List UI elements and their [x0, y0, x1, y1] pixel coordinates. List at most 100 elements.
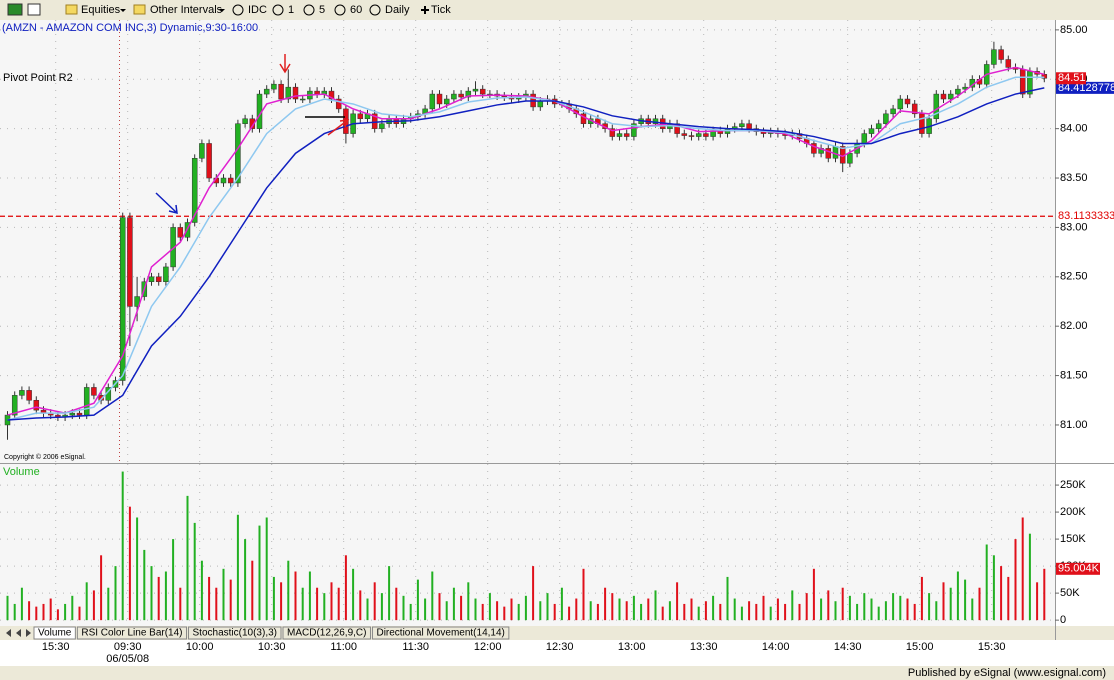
- volume-bar: [877, 606, 880, 621]
- candle-body: [76, 412, 83, 416]
- candle-body: [911, 103, 918, 115]
- candle-body: [861, 133, 868, 144]
- volume-bar: [712, 595, 715, 621]
- toolbar-item[interactable]: Daily: [385, 4, 410, 16]
- volume-bar: [28, 601, 31, 621]
- volume-bar: [92, 590, 95, 621]
- candle-body: [703, 133, 709, 137]
- volume-bar: [524, 595, 527, 621]
- candle-body: [746, 123, 752, 129]
- candle-body: [465, 90, 472, 98]
- candle-body: [631, 123, 637, 137]
- toolbar-item[interactable]: 5: [319, 4, 325, 16]
- volume-bar: [222, 568, 225, 621]
- volume-bar: [1036, 582, 1039, 621]
- time-axis: [0, 640, 1114, 666]
- candle-body: [206, 143, 212, 179]
- volume-bar: [791, 590, 794, 621]
- folder-icon[interactable]: [133, 4, 146, 15]
- volume-bar: [964, 579, 967, 621]
- volume-value-label: 95.004K: [1058, 563, 1100, 575]
- volume-bar: [949, 587, 952, 621]
- candle-body: [609, 128, 616, 137]
- dropdown-arrow[interactable]: [219, 9, 225, 12]
- candle-body: [919, 113, 925, 134]
- volume-bar: [136, 517, 139, 621]
- tab-frame[interactable]: [188, 626, 282, 640]
- candle-body: [328, 90, 335, 100]
- x-tick-label: 10:00: [186, 641, 214, 653]
- volume-bar: [258, 525, 261, 621]
- tab-frame[interactable]: [33, 626, 76, 640]
- volume-bar: [978, 587, 981, 621]
- volume-bar: [438, 593, 441, 621]
- volume-bar: [1000, 566, 1003, 621]
- volume-bar: [71, 595, 74, 621]
- volume-bar: [870, 598, 873, 621]
- toolbar-icon[interactable]: [27, 3, 41, 16]
- volume-bar: [575, 598, 578, 621]
- volume-bar: [193, 522, 196, 621]
- candle-body: [825, 148, 832, 159]
- candle-body: [177, 227, 184, 238]
- volume-bar: [208, 576, 211, 621]
- candle-body: [26, 390, 32, 401]
- volume-bar: [654, 590, 657, 621]
- arrow: [155, 192, 178, 214]
- toolbar-icon[interactable]: [272, 4, 284, 16]
- volume-bar: [402, 595, 405, 621]
- candle-body: [940, 93, 947, 100]
- volume-bar: [445, 601, 448, 621]
- tab-frame[interactable]: [371, 626, 510, 640]
- toolbar-icon[interactable]: [369, 4, 381, 16]
- dropdown-arrow[interactable]: [120, 9, 126, 12]
- volume-bar: [49, 598, 52, 621]
- volume-bar: [157, 576, 160, 621]
- candle-body: [285, 86, 292, 100]
- candle-body: [695, 133, 702, 137]
- volume-bar: [323, 593, 326, 621]
- volume-bar: [359, 590, 362, 621]
- x-tick-label: 09:30: [114, 641, 142, 653]
- volume-bar: [164, 571, 167, 621]
- volume-bar: [740, 606, 743, 621]
- y-tick-label: 0: [1060, 614, 1066, 626]
- value-box: [1056, 81, 1114, 94]
- volume-bar: [42, 603, 45, 621]
- toolbar-icon[interactable]: [303, 4, 315, 16]
- toolbar-icon[interactable]: [232, 4, 244, 16]
- toolbar-item[interactable]: 60: [350, 4, 362, 16]
- tab-scroll[interactable]: [6, 629, 21, 637]
- tab-frame[interactable]: [282, 626, 371, 640]
- candle-body: [429, 93, 436, 110]
- toolbar-item[interactable]: 1: [288, 4, 294, 16]
- y-tick-label: 84.00: [1060, 123, 1088, 135]
- toolbar-item[interactable]: Equities: [81, 4, 121, 16]
- candle-body: [991, 49, 997, 65]
- toolbar-item[interactable]: Other Intervals: [150, 4, 223, 16]
- indicator-tab[interactable]: MACD(12,26,9,C): [287, 628, 366, 639]
- candle-body: [904, 98, 911, 105]
- indicator-tab[interactable]: Volume: [38, 628, 72, 639]
- volume-bar: [841, 587, 844, 621]
- toolbar-item[interactable]: IDC: [248, 4, 267, 16]
- tab-frame[interactable]: [76, 626, 188, 640]
- toolbar-icon[interactable]: [421, 6, 429, 14]
- candle-body: [681, 133, 688, 136]
- volume-bar: [899, 595, 902, 621]
- indicator-tab[interactable]: Stochastic(10(3),3): [193, 628, 277, 639]
- toolbar-icon[interactable]: [334, 4, 346, 16]
- toolbar-item[interactable]: Tick: [431, 4, 451, 16]
- volume-bar: [467, 582, 470, 621]
- folder-icon[interactable]: [65, 4, 78, 15]
- toolbar-icon[interactable]: [7, 3, 23, 16]
- indicator-tab[interactable]: Directional Movement(14,14): [376, 628, 504, 639]
- volume-bar: [856, 603, 859, 621]
- candle-body: [278, 83, 284, 100]
- indicator-tab[interactable]: RSI Color Line Bar(14): [81, 628, 182, 639]
- volume-bar: [215, 587, 218, 621]
- volume-bar: [229, 579, 232, 621]
- tab-scroll[interactable]: [26, 629, 31, 637]
- volume-bar: [611, 593, 614, 621]
